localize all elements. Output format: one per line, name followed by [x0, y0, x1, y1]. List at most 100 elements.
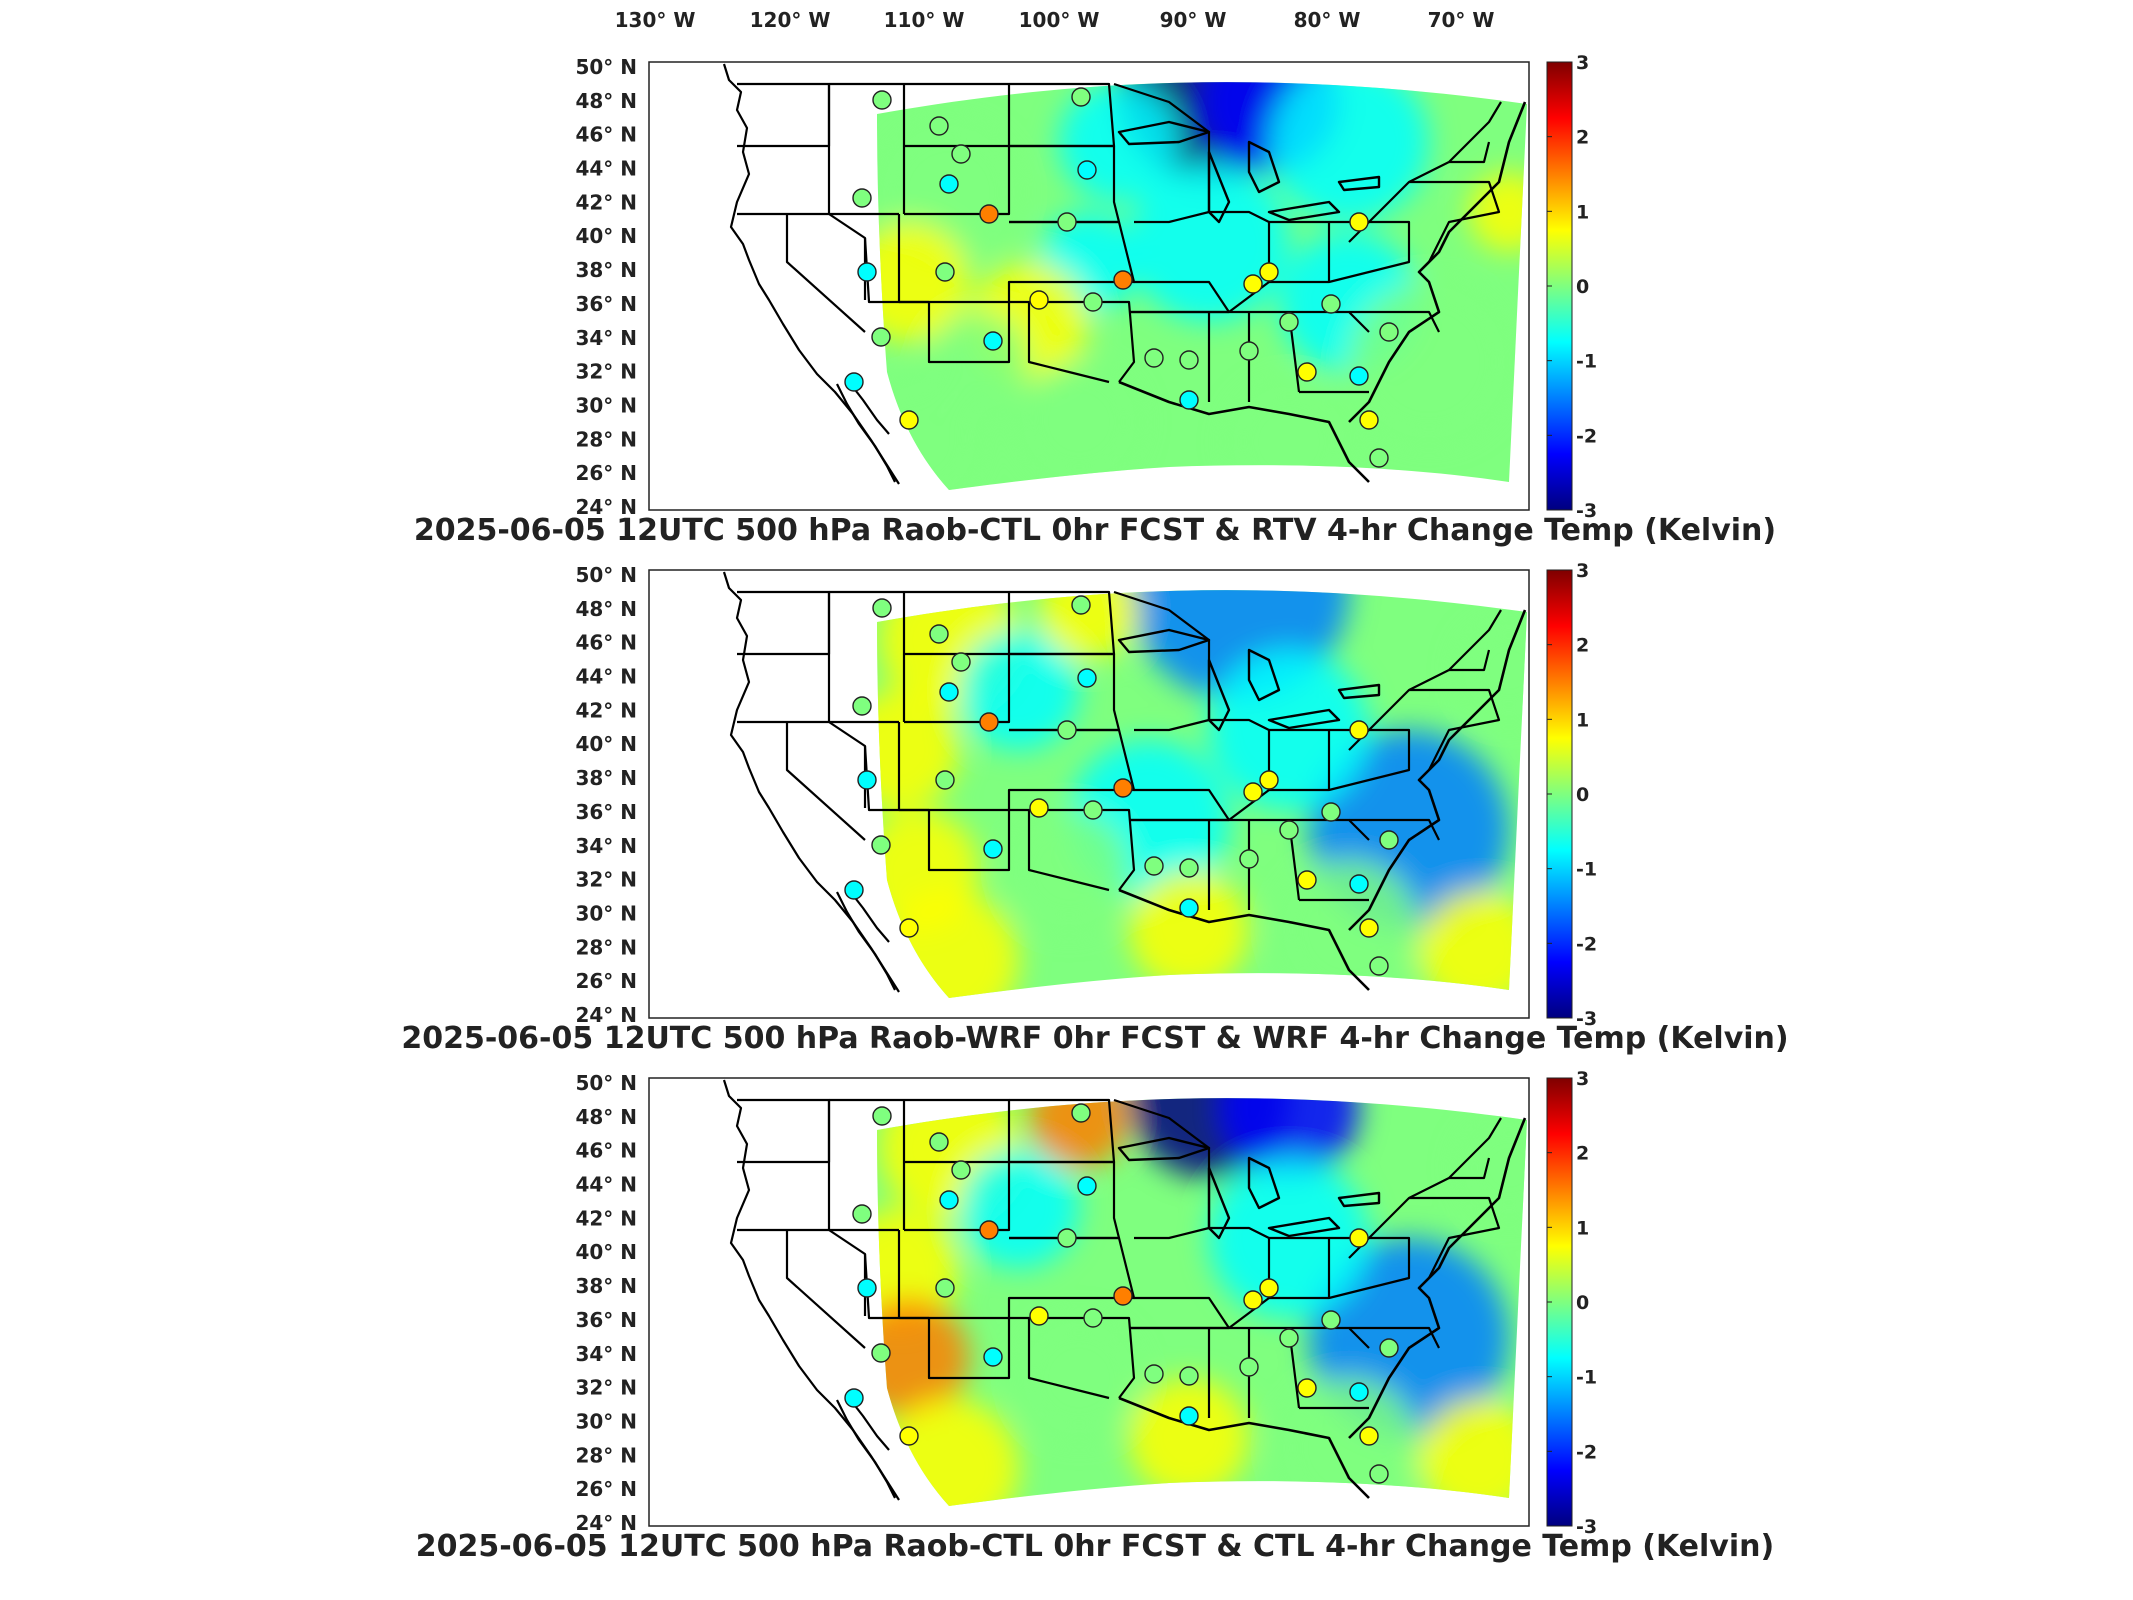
station-marker [1179, 350, 1199, 370]
station-marker [1379, 1338, 1399, 1358]
state-boundary [1449, 1157, 1491, 1180]
latitude-label: 24° N [575, 495, 637, 519]
station-marker [1279, 312, 1299, 332]
station-marker [852, 188, 872, 208]
state-boundary [899, 300, 1110, 384]
latitude-label: 26° N [575, 461, 637, 485]
field-blob [1129, 870, 1249, 990]
longitude-label: 70° W [1428, 8, 1495, 32]
latitude-label: 48° N [575, 89, 637, 113]
station-marker [1239, 341, 1259, 361]
station-marker [1297, 1378, 1317, 1398]
colorbar: 3 2 1 0 -1 -2 -3 [1546, 560, 1597, 1030]
station-marker [852, 696, 872, 716]
latitude-label: 50° N [575, 55, 637, 79]
field-blob [1009, 810, 1129, 930]
great-lakes [1117, 120, 1381, 224]
colorbar-tick-label: -3 [1576, 500, 1597, 522]
field-blob [1419, 890, 1527, 999]
station-marker [1369, 1464, 1389, 1484]
state-boundary [785, 1230, 866, 1349]
colorbar-tick-label: 3 [1576, 1068, 1589, 1090]
station-marker [1144, 348, 1164, 368]
colorbar-tick-label: -1 [1576, 859, 1597, 881]
station-marker [1369, 956, 1389, 976]
field-blob [1459, 1118, 1527, 1218]
panel-title: 2025-06-05 12UTC 500 hPa Raob-CTL 0hr FC… [414, 513, 1776, 548]
station-marker [1359, 410, 1379, 430]
state-boundary [897, 214, 1011, 364]
station-marker [1077, 668, 1097, 688]
station-marker [1349, 366, 1369, 386]
station-marker [983, 1347, 1003, 1367]
latitude-label: 50° N [575, 563, 637, 587]
colorbar-tick-label: -2 [1576, 933, 1597, 955]
colorbar-tick-label: 2 [1576, 635, 1589, 657]
map-frame-border [648, 61, 1530, 511]
station-marker [871, 835, 891, 855]
map-frame-border [648, 1077, 1530, 1527]
map-boundaries [722, 1079, 1527, 1501]
longitude-label: 80° W [1294, 8, 1361, 32]
station-marker [951, 652, 971, 672]
station-marker [1029, 798, 1049, 818]
colorbar-tick-label: -3 [1576, 1008, 1597, 1030]
great-lakes [1117, 628, 1381, 732]
station-marker [929, 624, 949, 644]
state-boundary [1029, 300, 1136, 383]
station-marker [1379, 322, 1399, 342]
state-boundary [1348, 609, 1502, 751]
station-marker [899, 410, 919, 430]
state-boundary [1348, 1117, 1502, 1259]
field-blob [1469, 172, 1527, 252]
state-boundary [785, 214, 866, 333]
latitude-label: 40° N [575, 224, 637, 248]
station-marker [1071, 595, 1091, 615]
longitude-label: 100° W [1019, 8, 1100, 32]
latitude-label: 34° N [575, 834, 637, 858]
station-marker [979, 204, 999, 224]
colorbar-tick-label: -3 [1576, 1516, 1597, 1538]
station-marker [899, 1426, 919, 1446]
station-marker [1179, 898, 1199, 918]
station-marker [1297, 870, 1317, 890]
raob-stations [844, 87, 1399, 468]
west-coastline [722, 63, 900, 485]
state-boundary [1409, 688, 1501, 771]
west-coastline [722, 571, 900, 993]
latitude-label: 40° N [575, 1240, 637, 1264]
state-boundary [785, 722, 866, 841]
station-marker [1279, 1328, 1299, 1348]
state-boundary [1269, 220, 1331, 284]
state-boundary [1029, 808, 1136, 891]
station-marker [951, 1160, 971, 1180]
raob-stations [844, 1103, 1399, 1484]
station-marker [1279, 820, 1299, 840]
field-blob [1349, 282, 1509, 442]
field-blob [1269, 82, 1429, 222]
latitude-label: 46° N [575, 1139, 637, 1163]
station-marker [1179, 1406, 1199, 1426]
station-marker [1179, 858, 1199, 878]
station-marker [1083, 800, 1103, 820]
latitude-label: 48° N [575, 597, 637, 621]
latitude-label: 34° N [575, 1342, 637, 1366]
station-marker [1321, 1310, 1341, 1330]
station-marker [872, 90, 892, 110]
station-marker [1071, 1103, 1091, 1123]
station-marker [1029, 1306, 1049, 1326]
station-marker [939, 682, 959, 702]
station-marker [979, 1220, 999, 1240]
station-marker [1349, 874, 1369, 894]
station-marker [871, 1343, 891, 1363]
latitude-label: 42° N [575, 1206, 637, 1230]
station-marker [939, 174, 959, 194]
latitude-axis-labels: 50° N 48° N 46° N 44° N 42° N 40° N 38° N 36° N… [575, 1071, 637, 1535]
station-marker [935, 770, 955, 790]
state-boundary [902, 1162, 1011, 1232]
state-boundary [1349, 310, 1440, 333]
latitude-label: 34° N [575, 326, 637, 350]
map-panels: 50° N 48° N 46° N 44° N 42° N 40° N 38° N 36° N… [401, 52, 1788, 1564]
station-marker [857, 770, 877, 790]
colorbar-tick-label: 0 [1576, 1292, 1589, 1314]
